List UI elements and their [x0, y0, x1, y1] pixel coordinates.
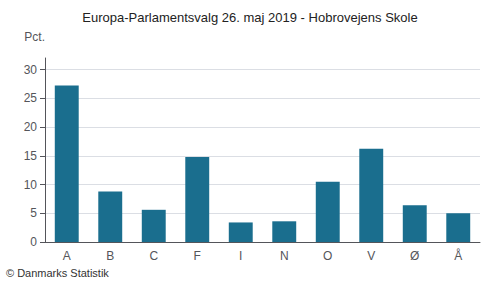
svg-text:Å: Å [454, 248, 462, 263]
svg-text:B: B [106, 249, 114, 263]
svg-text:25: 25 [24, 91, 38, 105]
svg-text:F: F [194, 249, 201, 263]
svg-text:© Danmarks Statistik: © Danmarks Statistik [6, 267, 109, 279]
svg-text:0: 0 [30, 235, 37, 249]
svg-text:30: 30 [24, 63, 38, 77]
svg-text:A: A [63, 249, 71, 263]
svg-text:C: C [149, 249, 158, 263]
svg-text:V: V [367, 249, 375, 263]
svg-text:Ø: Ø [410, 249, 419, 263]
svg-text:O: O [323, 249, 332, 263]
svg-text:5: 5 [30, 206, 37, 220]
svg-text:10: 10 [24, 178, 38, 192]
svg-text:N: N [280, 249, 289, 263]
svg-text:I: I [239, 249, 242, 263]
svg-text:20: 20 [24, 120, 38, 134]
svg-text:Europa-Parlamentsvalg 26. maj: Europa-Parlamentsvalg 26. maj 2019 - Hob… [82, 10, 417, 25]
svg-text:Pct.: Pct. [24, 30, 45, 44]
svg-text:15: 15 [24, 149, 38, 163]
